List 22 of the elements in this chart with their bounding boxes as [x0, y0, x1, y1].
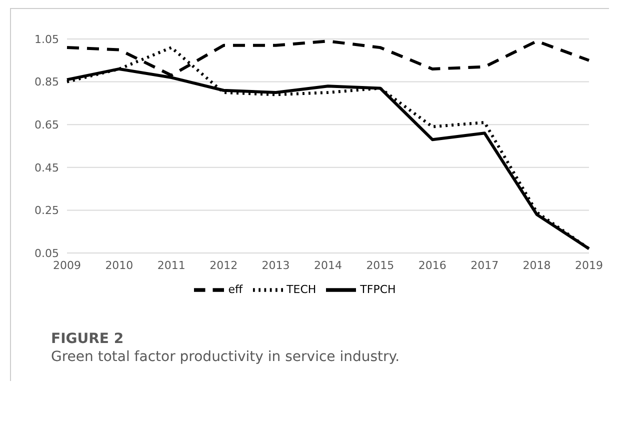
x-tick-label: 2016 [418, 258, 446, 272]
x-tick-label: 2012 [210, 258, 238, 272]
x-tick-label: 2015 [366, 258, 394, 272]
x-tick-label: 2010 [105, 258, 134, 272]
x-tick-label: 2014 [314, 258, 342, 272]
y-tick-label: 0.85 [34, 76, 59, 89]
x-tick-label: 2019 [575, 258, 603, 272]
y-tick-label: 0.25 [34, 204, 59, 218]
text: Green total factor productivity in service industry. [51, 349, 401, 365]
legend-label: eff [228, 283, 243, 296]
y-tick-label: 0.05 [34, 246, 59, 260]
x-tick-label: 2018 [522, 258, 551, 272]
text: FIGURE 2 [51, 331, 125, 347]
legend-label: TECH [286, 283, 316, 296]
x-tick-label: 2009 [53, 258, 81, 272]
x-tick-label: 2013 [262, 258, 290, 272]
y-tick-label: 0.45 [34, 161, 59, 174]
x-tick-label: 2011 [157, 258, 186, 272]
x-tick-label: 2017 [470, 258, 499, 272]
y-tick-label: 0.65 [34, 118, 59, 132]
legend-label: TFPCH [360, 283, 396, 296]
y-tick-label: 1.05 [34, 32, 59, 46]
